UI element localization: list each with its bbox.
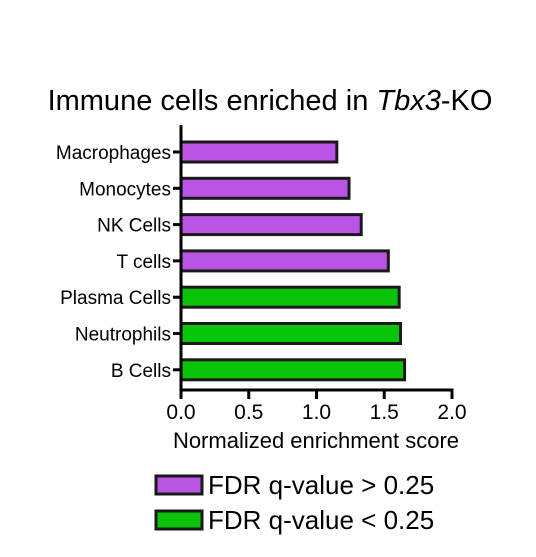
chart-title-suffix: -KO — [441, 85, 493, 117]
y-tick-label: Plasma Cells — [60, 288, 171, 309]
chart-title: Immune cells enriched in Tbx3-KO — [48, 85, 493, 117]
x-axis-title: Normalized enrichment score — [173, 428, 459, 453]
legend-swatch — [154, 509, 204, 531]
y-tick-label: Neutrophils — [75, 325, 171, 346]
y-tick-label: NK Cells — [97, 216, 171, 237]
bar — [179, 285, 401, 309]
plot-area: Macrophages Monocytes NK Cells T cells Plasm… — [56, 125, 467, 424]
legend-label: FDR q-value < 0.25 — [208, 505, 434, 535]
bar — [179, 322, 403, 345]
legend-swatch — [154, 474, 204, 496]
bar — [179, 176, 351, 200]
y-tick-label: Monocytes — [79, 179, 171, 200]
y-tick-label: T cells — [116, 252, 171, 273]
x-tick-label: 0.0 — [166, 401, 195, 424]
x-tick-label: 1.0 — [302, 401, 331, 424]
bar — [179, 213, 363, 237]
bar — [179, 140, 339, 164]
bar — [179, 249, 390, 273]
bar — [179, 358, 407, 382]
chart-title-prefix: Immune cells enriched in — [48, 85, 377, 117]
chart-title-italic: Tbx3 — [376, 85, 440, 117]
legend-label: FDR q-value > 0.25 — [208, 470, 434, 500]
y-tick-label: Macrophages — [56, 143, 171, 164]
legend: FDR q-value > 0.25 FDR q-value < 0.25 — [154, 470, 434, 535]
x-tick-label: 1.5 — [370, 401, 399, 424]
x-tick-label: 0.5 — [234, 401, 263, 424]
y-tick-label: B Cells — [111, 361, 171, 382]
x-tick-label: 2.0 — [437, 401, 466, 424]
